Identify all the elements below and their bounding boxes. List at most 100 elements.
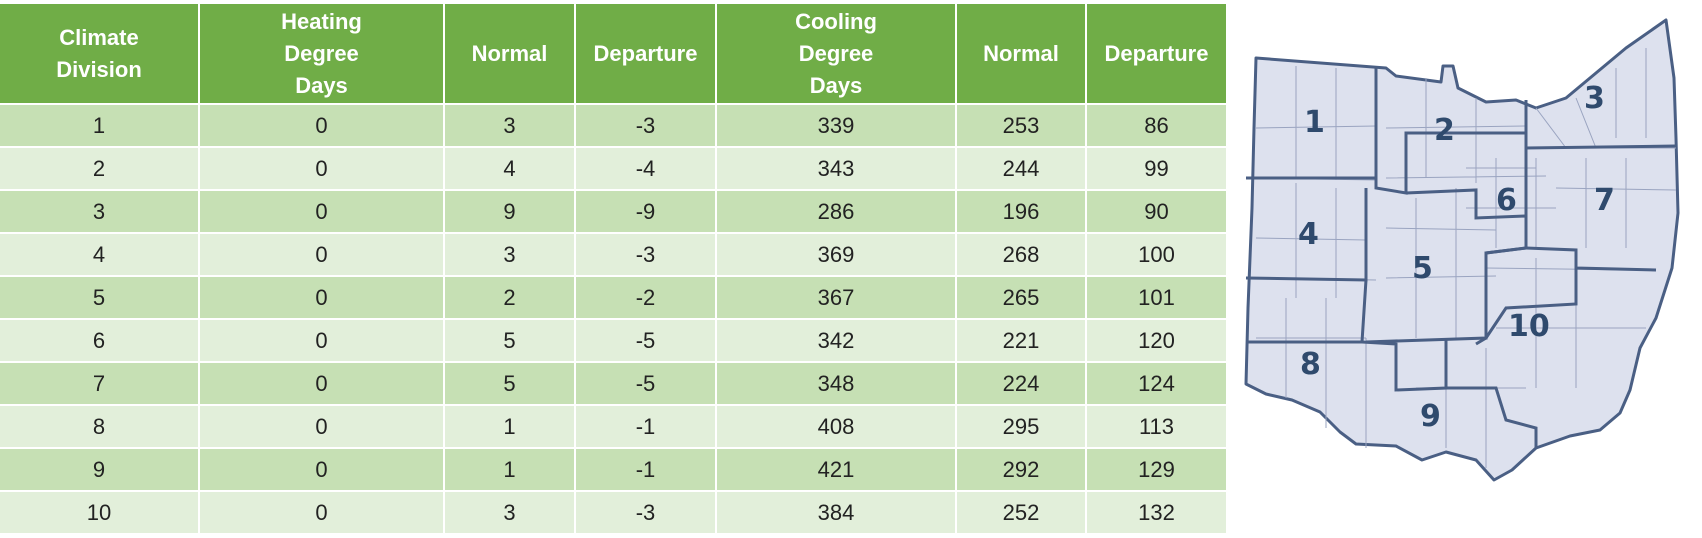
division-label-2: 2 [1434, 113, 1455, 148]
table-header-row: Climate Division Heating Degree Days Normal De… [0, 4, 1226, 104]
cell-hdd-normal: 2 [444, 275, 576, 319]
cell-hdd-normal: 1 [444, 447, 576, 491]
division-label-6: 6 [1496, 183, 1517, 218]
table-body: 1 0 3 -3 339 253 86 2 0 4 -4 343 244 99 3 0 9 -9 286 196 90 4… [0, 103, 1226, 533]
cell-climate-division: 2 [0, 146, 200, 190]
header-climate-division: Climate Division [0, 4, 200, 104]
cell-climate-division: 3 [0, 189, 200, 233]
header-line: Cooling [795, 8, 877, 34]
cell-cooling-degree-days: 369 [716, 232, 957, 276]
cell-hdd-departure: -4 [575, 146, 717, 190]
header-cooling-degree-days: Cooling Degree Days [716, 4, 957, 104]
division-label-5: 5 [1412, 251, 1433, 286]
cell-cdd-normal: 268 [956, 232, 1087, 276]
cell-cdd-departure: 99 [1086, 146, 1226, 190]
cell-climate-division: 4 [0, 232, 200, 276]
header-cdd-departure: Departure [1086, 4, 1226, 104]
cell-hdd-departure: -1 [575, 404, 717, 448]
cell-cdd-departure: 129 [1086, 447, 1226, 491]
header-line: Departure [593, 40, 698, 66]
cell-cdd-normal: 224 [956, 361, 1087, 405]
cell-hdd-normal: 3 [444, 103, 576, 147]
cell-cdd-departure: 113 [1086, 404, 1226, 448]
cell-cdd-normal: 221 [956, 318, 1087, 362]
cell-cdd-departure: 101 [1086, 275, 1226, 319]
table-row: 1 0 3 -3 339 253 86 [0, 103, 1226, 147]
cell-hdd-departure: -2 [575, 275, 717, 319]
cell-heating-degree-days: 0 [199, 404, 445, 448]
cell-cooling-degree-days: 342 [716, 318, 957, 362]
table-row: 4 0 3 -3 369 268 100 [0, 232, 1226, 276]
cell-cooling-degree-days: 343 [716, 146, 957, 190]
header-line: Days [809, 72, 863, 98]
cell-climate-division: 6 [0, 318, 200, 362]
cell-heating-degree-days: 0 [199, 146, 445, 190]
cell-cdd-normal: 252 [956, 490, 1087, 533]
header-line: Degree [798, 40, 874, 66]
division-label-4: 4 [1298, 217, 1319, 252]
cell-cooling-degree-days: 286 [716, 189, 957, 233]
cell-cdd-departure: 120 [1086, 318, 1226, 362]
cell-cdd-departure: 86 [1086, 103, 1226, 147]
cell-cdd-normal: 292 [956, 447, 1087, 491]
cell-cooling-degree-days: 367 [716, 275, 957, 319]
cell-cdd-normal: 265 [956, 275, 1087, 319]
cell-cdd-normal: 244 [956, 146, 1087, 190]
header-cdd-normal: Normal [956, 4, 1087, 104]
header-line: Departure [1104, 40, 1209, 66]
header-hdd-normal: Normal [444, 4, 576, 104]
cell-heating-degree-days: 0 [199, 447, 445, 491]
cell-hdd-departure: -3 [575, 490, 717, 533]
cell-cooling-degree-days: 348 [716, 361, 957, 405]
cell-heating-degree-days: 0 [199, 232, 445, 276]
header-line: Division [56, 56, 142, 82]
cell-cooling-degree-days: 408 [716, 404, 957, 448]
ohio-outline [1244, 18, 1680, 482]
cell-heating-degree-days: 0 [199, 490, 445, 533]
cell-hdd-normal: 5 [444, 361, 576, 405]
cell-climate-division: 10 [0, 490, 200, 533]
cell-hdd-departure: -5 [575, 318, 717, 362]
header-heating-degree-days: Heating Degree Days [199, 4, 445, 104]
cell-climate-division: 5 [0, 275, 200, 319]
cell-cdd-departure: 90 [1086, 189, 1226, 233]
cell-heating-degree-days: 0 [199, 103, 445, 147]
cell-cooling-degree-days: 384 [716, 490, 957, 533]
cell-heating-degree-days: 0 [199, 189, 445, 233]
table-row: 10 0 3 -3 384 252 132 [0, 490, 1226, 533]
table-row: 7 0 5 -5 348 224 124 [0, 361, 1226, 405]
cell-hdd-normal: 3 [444, 490, 576, 533]
table-row: 9 0 1 -1 421 292 129 [0, 447, 1226, 491]
cell-cdd-departure: 100 [1086, 232, 1226, 276]
cell-cdd-normal: 196 [956, 189, 1087, 233]
cell-cdd-departure: 132 [1086, 490, 1226, 533]
table-row: 3 0 9 -9 286 196 90 [0, 189, 1226, 233]
cell-cdd-normal: 295 [956, 404, 1087, 448]
cell-hdd-departure: -3 [575, 232, 717, 276]
county-lines [1255, 48, 1677, 468]
cell-climate-division: 8 [0, 404, 200, 448]
ohio-climate-division-map: 1 2 3 4 5 6 7 8 9 10 [1236, 8, 1702, 528]
cell-cooling-degree-days: 421 [716, 447, 957, 491]
division-borders [1245, 68, 1677, 448]
cell-cdd-departure: 124 [1086, 361, 1226, 405]
cell-hdd-departure: -3 [575, 103, 717, 147]
division-label-9: 9 [1420, 399, 1441, 434]
table-row: 2 0 4 -4 343 244 99 [0, 146, 1226, 190]
map-svg: 1 2 3 4 5 6 7 8 9 10 [1244, 18, 1680, 482]
header-line: Normal [983, 40, 1059, 66]
header-line: Climate [59, 24, 139, 50]
cell-cdd-normal: 253 [956, 103, 1087, 147]
cell-hdd-departure: -5 [575, 361, 717, 405]
cell-heating-degree-days: 0 [199, 318, 445, 362]
cell-hdd-normal: 1 [444, 404, 576, 448]
cell-climate-division: 1 [0, 103, 200, 147]
cell-heating-degree-days: 0 [199, 361, 445, 405]
table-row: 8 0 1 -1 408 295 113 [0, 404, 1226, 448]
cell-hdd-normal: 5 [444, 318, 576, 362]
division-label-8: 8 [1300, 347, 1321, 382]
division-label-10: 10 [1508, 309, 1550, 344]
header-line: Days [295, 72, 348, 98]
header-hdd-departure: Departure [575, 4, 717, 104]
cell-hdd-departure: -9 [575, 189, 717, 233]
